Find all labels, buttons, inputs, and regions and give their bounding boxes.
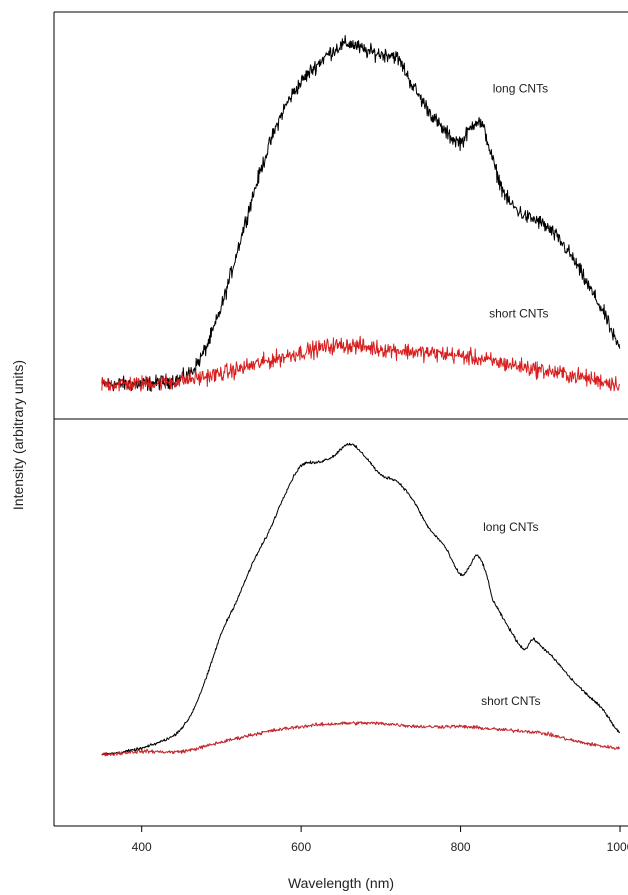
series-layer xyxy=(101,35,621,757)
x-axis: 400 600 800 1000 xyxy=(132,826,628,854)
x-tick-label-600: 600 xyxy=(291,840,311,854)
annotation-top-0: long CNTs xyxy=(493,82,548,96)
series-line-bottom-long xyxy=(101,442,621,756)
annotation-top-1: short CNTs xyxy=(489,306,548,320)
x-tick-label-800: 800 xyxy=(451,840,471,854)
annotation-layer: long CNTs short CNTs long CNTs short CNTs xyxy=(481,82,548,708)
series-line-bottom-short xyxy=(101,721,621,757)
y-axis-label: Intensity (arbitrary units) xyxy=(10,360,26,510)
plot-frame xyxy=(53,11,628,827)
annotation-bottom-0: long CNTs xyxy=(483,520,538,534)
annotation-bottom-1: short CNTs xyxy=(481,694,540,708)
series-line-top-short xyxy=(101,335,621,392)
x-axis-label: Wavelength (nm) xyxy=(288,875,394,891)
x-tick-label-1000: 1000 xyxy=(607,840,628,854)
x-tick-label-400: 400 xyxy=(132,840,152,854)
series-line-top-long xyxy=(101,35,621,392)
